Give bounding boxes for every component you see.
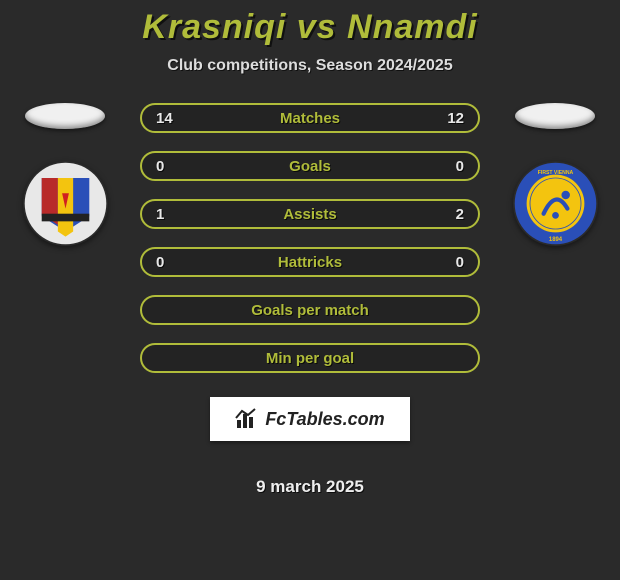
stat-left-value: 0 [156,254,186,271]
stat-label: Min per goal [186,350,434,367]
left-player-col [10,103,120,246]
stat-right-value: 0 [434,254,464,271]
stat-row-min-per-goal: Min per goal [140,343,480,373]
stat-row-assists: 1 Assists 2 [140,199,480,229]
right-player-col: FIRST VIENNA 1894 [500,103,610,246]
right-flag [515,103,595,129]
stat-row-hattricks: 0 Hattricks 0 [140,247,480,277]
stats-column: 14 Matches 12 0 Goals 0 1 Assists 2 0 Ha… [130,103,490,497]
stat-right-value: 12 [434,110,464,127]
stat-row-goals-per-match: Goals per match [140,295,480,325]
stat-left-value: 0 [156,158,186,175]
stat-left-value: 1 [156,206,186,223]
svg-text:1894: 1894 [548,237,562,243]
stat-label: Hattricks [186,254,434,271]
date-label: 9 march 2025 [256,477,364,497]
chart-icon [235,408,259,430]
subtitle: Club competitions, Season 2024/2025 [0,57,620,75]
stat-right-value: 0 [434,158,464,175]
stat-label: Matches [186,110,434,127]
right-club-badge: FIRST VIENNA 1894 [513,161,598,246]
main-row: 14 Matches 12 0 Goals 0 1 Assists 2 0 Ha… [0,103,620,497]
stat-row-goals: 0 Goals 0 [140,151,480,181]
svg-text:FIRST VIENNA: FIRST VIENNA [537,170,573,176]
stat-label: Goals per match [186,302,434,319]
stat-left-value: 14 [156,110,186,127]
comparison-card: Krasniqi vs Nnamdi Club competitions, Se… [0,0,620,497]
stat-row-matches: 14 Matches 12 [140,103,480,133]
page-title: Krasniqi vs Nnamdi [0,8,620,47]
stat-label: Assists [186,206,434,223]
stat-right-value: 2 [434,206,464,223]
left-flag [25,103,105,129]
left-club-badge [23,161,108,246]
fctables-badge[interactable]: FcTables.com [210,397,410,441]
fctables-text: FcTables.com [265,409,384,430]
stat-label: Goals [186,158,434,175]
